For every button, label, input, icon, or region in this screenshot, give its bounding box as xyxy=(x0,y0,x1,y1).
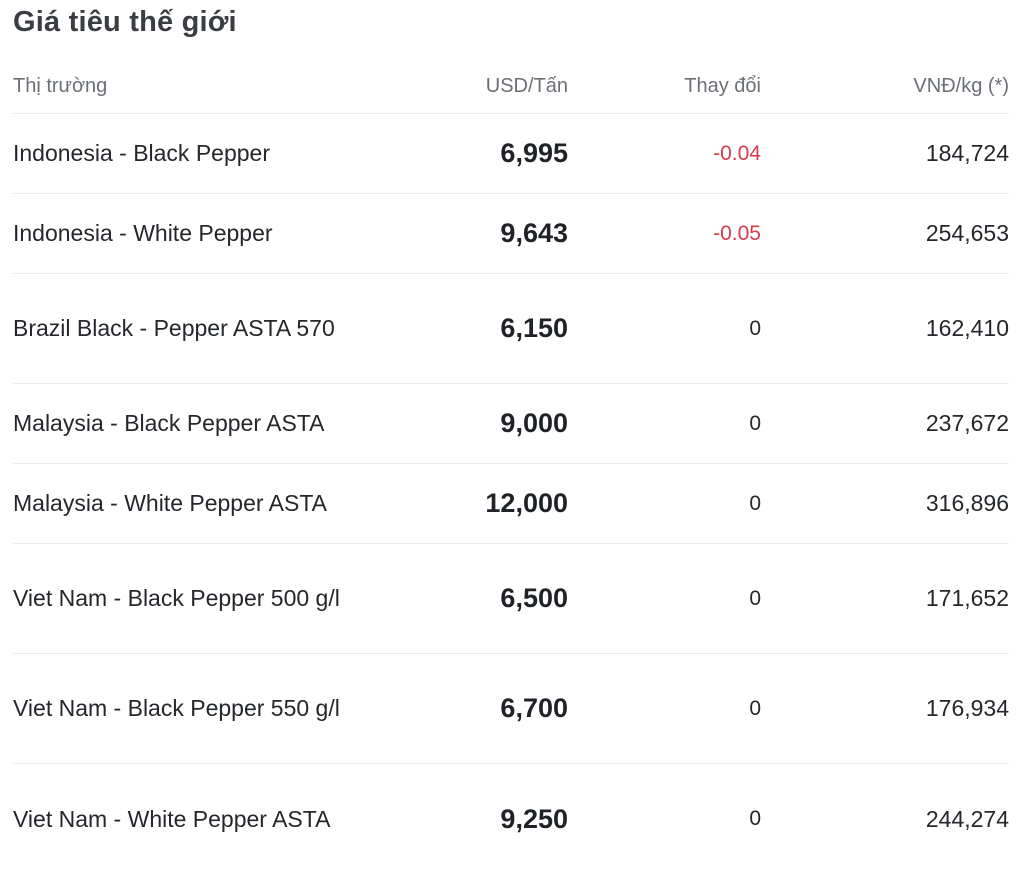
price-table: Thị trường USD/Tấn Thay đổi VNĐ/kg (*) I… xyxy=(13,60,1009,874)
table-row: Indonesia - White Pepper 9,643 -0.05 254… xyxy=(13,194,1009,274)
market-name: Indonesia - White Pepper xyxy=(13,220,273,246)
header-market: Thị trường xyxy=(13,75,108,97)
usd-price: 9,643 xyxy=(500,218,568,248)
table-row: Viet Nam - White Pepper ASTA 9,250 0 244… xyxy=(13,764,1009,874)
market-name: Malaysia - White Pepper ASTA xyxy=(13,490,328,516)
usd-price: 9,250 xyxy=(500,803,568,834)
table-row: Indonesia - Black Pepper 6,995 -0.04 184… xyxy=(13,114,1009,194)
vnd-price: 162,410 xyxy=(925,315,1009,341)
table-row: Viet Nam - Black Pepper 500 g/l 6,500 0 … xyxy=(13,544,1009,654)
market-name: Brazil Black - Pepper ASTA 570 xyxy=(13,315,335,341)
header-usd: USD/Tấn xyxy=(485,75,568,97)
vnd-price: 244,274 xyxy=(925,805,1009,832)
market-name: Viet Nam - White Pepper ASTA xyxy=(13,805,331,832)
market-name: Malaysia - Black Pepper ASTA xyxy=(13,410,325,436)
vnd-price: 237,672 xyxy=(925,410,1009,436)
table-row: Malaysia - White Pepper ASTA 12,000 0 31… xyxy=(13,464,1009,544)
vnd-price: 316,896 xyxy=(925,490,1009,516)
price-change: 0 xyxy=(749,491,761,515)
market-name: Viet Nam - Black Pepper 550 g/l xyxy=(13,695,340,721)
usd-price: 6,500 xyxy=(500,583,568,613)
price-change: 0 xyxy=(749,316,761,340)
price-change: -0.05 xyxy=(713,221,761,245)
table-row: Brazil Black - Pepper ASTA 570 6,150 0 1… xyxy=(13,274,1009,384)
vnd-price: 184,724 xyxy=(925,140,1009,166)
vnd-price: 254,653 xyxy=(925,220,1009,246)
header-vnd: VNĐ/kg (*) xyxy=(913,75,1009,97)
usd-price: 12,000 xyxy=(485,488,568,518)
price-change: -0.04 xyxy=(713,141,761,165)
table-row: Viet Nam - Black Pepper 550 g/l 6,700 0 … xyxy=(13,654,1009,764)
usd-price: 9,000 xyxy=(500,408,568,438)
usd-price: 6,150 xyxy=(500,313,568,343)
header-change: Thay đổi xyxy=(684,75,761,97)
vnd-price: 171,652 xyxy=(925,585,1009,611)
market-name: Viet Nam - Black Pepper 500 g/l xyxy=(13,585,340,611)
price-change: 0 xyxy=(749,696,761,720)
price-change: 0 xyxy=(749,807,761,830)
usd-price: 6,700 xyxy=(500,693,568,723)
vnd-price: 176,934 xyxy=(925,695,1009,721)
page-title: Giá tiêu thế giới xyxy=(13,6,237,38)
table-row: Malaysia - Black Pepper ASTA 9,000 0 237… xyxy=(13,384,1009,464)
market-name: Indonesia - Black Pepper xyxy=(13,140,270,166)
table-header: Thị trường USD/Tấn Thay đổi VNĐ/kg (*) xyxy=(13,60,1009,114)
price-change: 0 xyxy=(749,586,761,610)
price-change: 0 xyxy=(749,411,761,435)
usd-price: 6,995 xyxy=(500,138,568,168)
